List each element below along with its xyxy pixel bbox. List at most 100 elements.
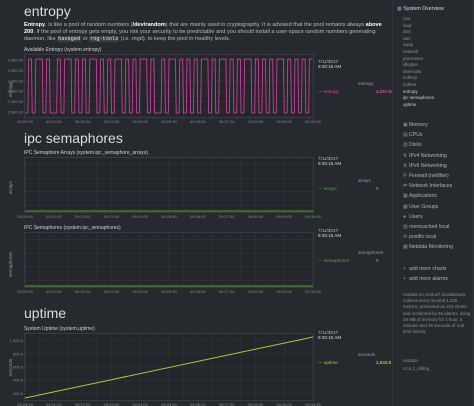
entropy-x-tick: 09:21:00 — [46, 119, 62, 124]
sidebar-menu-netdata-monitoring[interactable]: ▦Netdata Monitoring — [403, 244, 453, 251]
sidebar-menu-ipv4-networking[interactable]: ⇅ IPv4 Networking — [403, 152, 447, 159]
menu-icon: ▣ — [403, 122, 408, 128]
semaphores-x-tick: 09:21:00 — [46, 289, 62, 294]
arrays-x-tick: 09:22:00 — [75, 214, 91, 219]
uptime-y-tick: 600.0 — [13, 365, 24, 370]
menu-icon: ⇄ — [403, 183, 408, 190]
sidebar-menu-postfix-local[interactable]: ✉ postfix local — [403, 234, 437, 241]
semaphores-x-tick: 09:26:00 — [190, 289, 206, 294]
add-more-charts-link[interactable]: + add more charts — [403, 266, 447, 272]
semaphores-x-tick: 09:23:00 — [104, 289, 120, 294]
semaphores-x-tick: 09:25:00 — [161, 289, 177, 294]
entropy-y-tick: 2,000.00 — [7, 99, 23, 104]
sidebar-menu-ipv6-networking[interactable]: ⇅ IPv6 Networking — [403, 162, 447, 169]
main-content: entropy Entropy, is like a pool of rando… — [7, 3, 393, 406]
uptime-x-tick: 09:21:00 — [46, 402, 62, 406]
uptime-x-tick: 09:28:00 — [248, 402, 264, 406]
menu-icon: ✉ — [403, 234, 408, 241]
sidebar-header[interactable]: ▦ System Overview — [397, 6, 444, 12]
entropy-description: Entropy, is like a pool of random number… — [24, 22, 382, 43]
ipc-arrays-chart-title: IPC Semaphore Arrays (system.ipc_semapho… — [24, 150, 148, 156]
ipc-arrays-plot[interactable]: 09:20:00 09:21:00 09:22:00 09:23:00 09:24:00… — [17, 157, 322, 219]
arrays-x-tick: 09:29:00 — [276, 214, 292, 219]
entropy-x-tick: 09:20:00 — [17, 119, 33, 124]
ipc-semaphores-chart[interactable]: IPC Semaphores (system.ipc_semaphores) s… — [8, 225, 392, 297]
arrays-x-tick: 09:24:00 — [132, 214, 148, 219]
sidebar-subitem-ipc-semaphores[interactable]: ipc semaphores — [403, 95, 434, 101]
arrays-x-tick: 09:23:00 — [104, 214, 120, 219]
entropy-chart[interactable]: Available Entropy (system.entropy) entro… — [7, 47, 393, 133]
uptime-section-title: uptime — [24, 305, 67, 321]
entropy-x-tick: 09:24:00 — [132, 119, 148, 124]
sidebar-menu-user-groups[interactable]: ▦User Groups — [403, 203, 439, 210]
uptime-y-tick: 1,000.0 — [10, 338, 24, 343]
uptime-x-tick: 09:23:00 — [104, 402, 120, 406]
ipc-semaphores-y-axis-label: semaphores — [8, 251, 13, 277]
uptime-legend: 7/11/2017 9:30:15 AM seconds — uptime 1,… — [318, 330, 392, 365]
arrays-x-tick: 09:21:00 — [46, 214, 62, 219]
entropy-series-line — [25, 58, 313, 114]
menu-icon: ▦ — [403, 244, 408, 251]
arrays-x-tick: 09:27:00 — [219, 214, 235, 219]
uptime-y-tick: 200.0 — [13, 391, 24, 396]
entropy-y-tick: 1,500.00 — [7, 109, 23, 114]
menu-icon: ▥ — [403, 224, 408, 230]
semaphores-x-tick: 09:30:00 — [305, 289, 321, 294]
sidebar-menu-memcached-local[interactable]: ▥memcached local — [403, 224, 450, 230]
sidebar-subitem-softirqs[interactable]: softirqs — [403, 75, 418, 81]
uptime-chart[interactable]: System Uptime (system.uptime) seconds 09… — [8, 326, 392, 406]
entropy-plot[interactable]: 09:20:00 09:21:00 09:22:00 09:23:00 09:24:00… — [7, 54, 322, 124]
ipc-arrays-y-axis-label: arrays — [8, 181, 13, 194]
sidebar-subitem-swap[interactable]: swap — [403, 42, 414, 48]
sidebar-note: netdata on centos7.localdomain, collects… — [403, 292, 471, 335]
sidebar-menu-users[interactable]: ● Users — [403, 213, 423, 220]
sidebar-menu-disks[interactable]: ▥Disks — [403, 142, 422, 149]
uptime-x-tick: 09:24:00 — [132, 402, 148, 406]
sidebar-subitem-uptime[interactable]: uptime — [403, 101, 417, 107]
arrays-x-tick: 09:30:00 — [305, 214, 321, 219]
sidebar-subitem-processes[interactable]: processes — [403, 55, 424, 61]
sidebar: ▦ System Overview cpu load disk ram swap netw… — [392, 0, 474, 406]
menu-icon: ▦ — [403, 193, 408, 200]
entropy-x-tick: 09:29:00 — [276, 119, 292, 124]
semaphores-x-tick: 09:20:00 — [17, 289, 33, 294]
sidebar-menu-memory[interactable]: ▣Memory — [403, 122, 428, 128]
menu-icon: ⇅ — [403, 152, 408, 159]
sidebar-subitem-entropy[interactable]: entropy — [403, 88, 418, 94]
add-more-alarms-link[interactable]: + add more alarms — [403, 276, 448, 282]
semaphores-x-tick: 09:28:00 — [248, 289, 264, 294]
menu-icon: ▤ — [403, 132, 408, 139]
sidebar-menu-cpus[interactable]: ▤CPUs — [403, 132, 423, 139]
entropy-x-tick: 09:22:00 — [75, 119, 91, 124]
plus-icon: + — [403, 266, 407, 272]
version-name: netdata — [403, 358, 418, 363]
sidebar-subitem-ram[interactable]: ram — [403, 35, 411, 41]
sidebar-scrollbar[interactable] — [472, 0, 474, 406]
uptime-y-tick: 800.0 — [13, 351, 24, 356]
sidebar-subitem-idlejitter[interactable]: idlejitter — [403, 62, 419, 68]
uptime-plot[interactable]: 09:20:00 09:21:00 09:22:00 09:23:00 09:24:00… — [10, 333, 322, 406]
menu-icon: ⛨ — [403, 173, 407, 179]
entropy-y-tick: 3,000.00 — [7, 78, 23, 83]
dashboard-icon: ▦ — [397, 6, 402, 12]
sidebar-menu-network-interfaces[interactable]: ⇄ Network Interfaces — [403, 183, 453, 190]
sidebar-subitem-interrupts[interactable]: interrupts — [403, 68, 422, 74]
menu-icon: ● — [403, 213, 407, 220]
sidebar-subitem-cpu[interactable]: cpu — [403, 16, 411, 21]
arrays-x-tick: 09:26:00 — [190, 214, 206, 219]
version-number: v1.6.1_rolling — [403, 366, 430, 371]
sidebar-subitem-network[interactable]: network — [403, 49, 419, 54]
ipc-arrays-chart[interactable]: IPC Semaphore Arrays (system.ipc_semapho… — [8, 150, 392, 222]
sidebar-subitem-disk[interactable]: disk — [403, 29, 411, 35]
sidebar-subitem-softnet[interactable]: softnet — [403, 82, 417, 87]
ipc-semaphores-plot[interactable]: 09:20:00 09:21:00 09:22:00 09:23:00 09:24:00… — [17, 232, 322, 294]
sidebar-menu-applications[interactable]: ▦Applications — [403, 193, 437, 200]
arrays-x-tick: 09:25:00 — [161, 214, 177, 219]
sidebar-subitem-load[interactable]: load — [403, 22, 412, 28]
semaphores-x-tick: 09:29:00 — [276, 289, 292, 294]
uptime-series-line — [24, 336, 314, 399]
plus-icon: + — [403, 276, 407, 282]
uptime-x-tick: 09:29:00 — [276, 402, 292, 406]
sidebar-menu-firewall-netfilter-[interactable]: ⛨ Firewall (netfilter) — [403, 173, 449, 179]
uptime-x-tick: 09:25:00 — [161, 402, 177, 406]
